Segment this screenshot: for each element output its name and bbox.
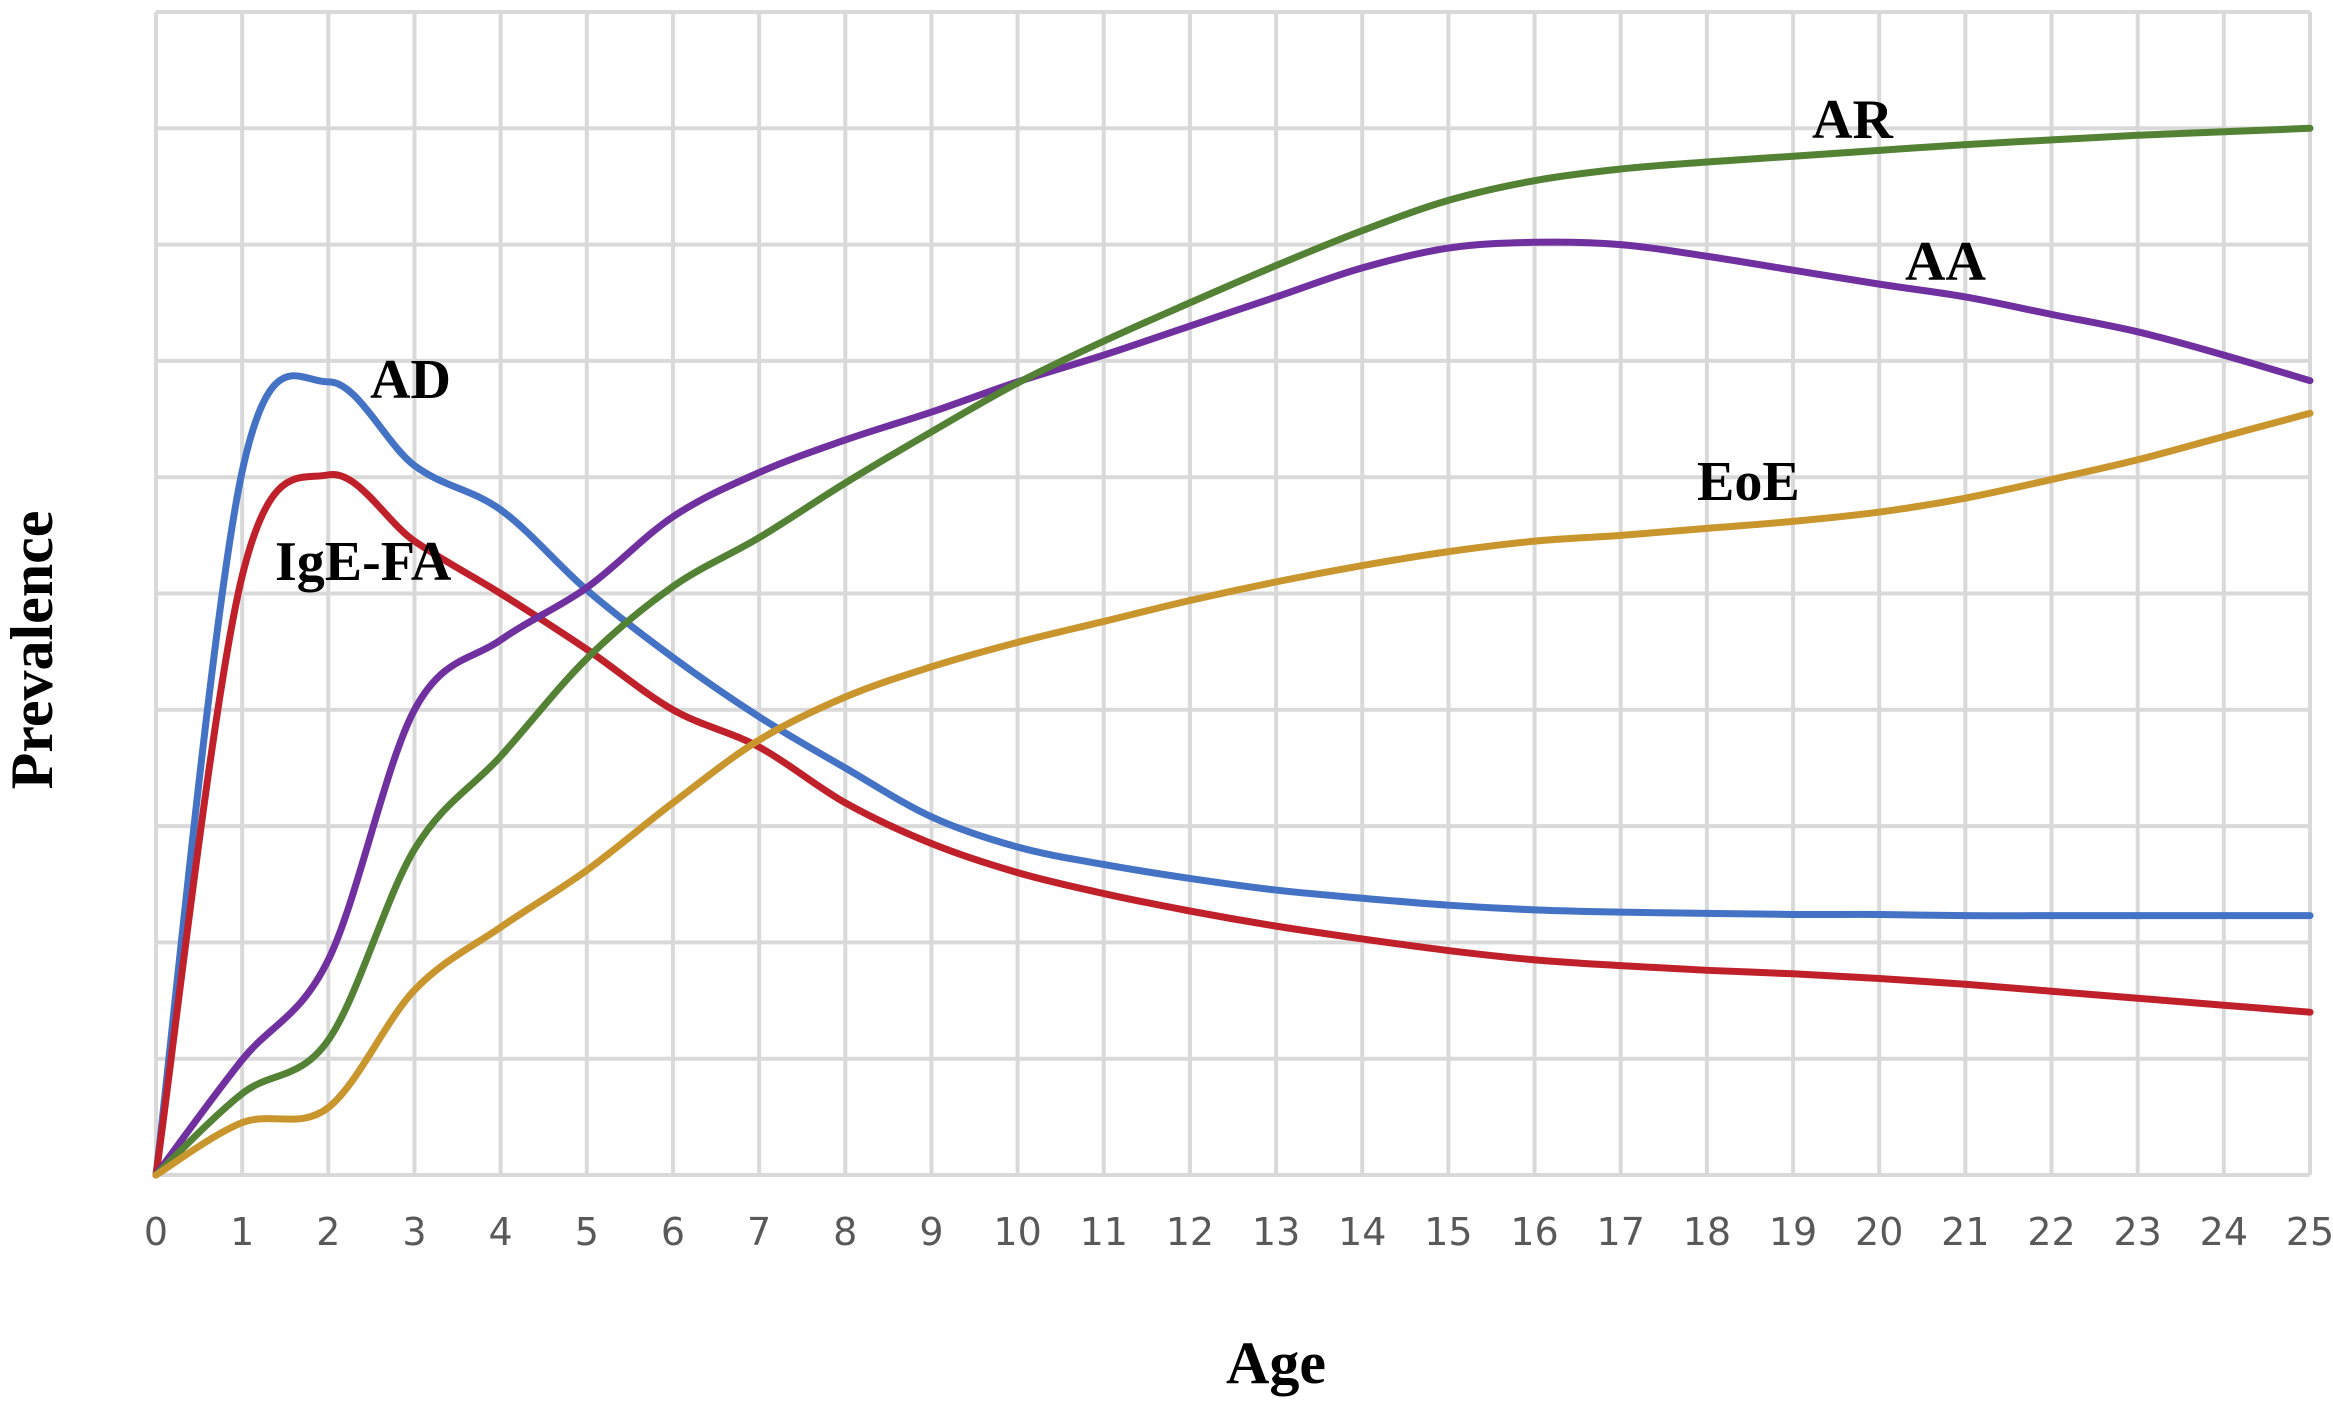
gridlines bbox=[154, 10, 2312, 1177]
x-tick-label: 9 bbox=[919, 1210, 943, 1254]
x-tick-label: 12 bbox=[1166, 1210, 1214, 1254]
x-tick-label: 1 bbox=[230, 1210, 254, 1254]
x-tick-label: 8 bbox=[833, 1210, 857, 1254]
x-tick-label: 0 bbox=[144, 1210, 168, 1254]
x-axis-ticks: 0 1 2 3 4 5 6 7 8 9 10 11 12 13 14 15 16 17 18 19 20 21 22 23 24… bbox=[144, 1210, 2333, 1254]
series-line-ige-fa bbox=[152, 471, 2314, 1179]
y-axis-title: Prevalence bbox=[0, 511, 65, 790]
series-line-aa bbox=[152, 238, 2314, 1179]
x-tick-label: 18 bbox=[1683, 1210, 1731, 1254]
x-tick-label: 13 bbox=[1252, 1210, 1300, 1254]
x-tick-label: 5 bbox=[575, 1210, 599, 1254]
x-tick-label: 24 bbox=[2200, 1210, 2248, 1254]
x-tick-label: 2 bbox=[316, 1210, 340, 1254]
label-ige-fa: IgE-FA bbox=[275, 531, 452, 593]
x-axis-title: Age bbox=[1226, 1330, 1326, 1396]
series-line-ad bbox=[152, 372, 2314, 1179]
x-tick-label: 16 bbox=[1510, 1210, 1558, 1254]
x-tick-label: 6 bbox=[661, 1210, 685, 1254]
label-ad: AD bbox=[370, 349, 451, 411]
label-aa: AA bbox=[1905, 231, 1986, 293]
x-tick-label: 10 bbox=[993, 1210, 1041, 1254]
x-tick-label: 19 bbox=[1769, 1210, 1817, 1254]
x-tick-label: 15 bbox=[1424, 1210, 1472, 1254]
series-lines bbox=[152, 124, 2314, 1179]
x-tick-label: 3 bbox=[402, 1210, 426, 1254]
x-tick-label: 17 bbox=[1597, 1210, 1645, 1254]
x-tick-label: 14 bbox=[1338, 1210, 1386, 1254]
x-tick-label: 11 bbox=[1080, 1210, 1128, 1254]
label-eoe: EoE bbox=[1697, 451, 1800, 513]
x-tick-label: 20 bbox=[1855, 1210, 1903, 1254]
label-ar: AR bbox=[1812, 89, 1893, 151]
x-tick-label: 4 bbox=[489, 1210, 513, 1254]
x-tick-label: 21 bbox=[1941, 1210, 1989, 1254]
x-tick-label: 23 bbox=[2114, 1210, 2162, 1254]
series-line-eoe bbox=[152, 409, 2314, 1179]
x-tick-label: 7 bbox=[747, 1210, 771, 1254]
x-tick-label: 22 bbox=[2027, 1210, 2075, 1254]
series-line-ar bbox=[152, 124, 2314, 1179]
series-annotations: AD IgE-FA AR AA EoE bbox=[275, 89, 1986, 593]
x-tick-label: 25 bbox=[2286, 1210, 2333, 1254]
